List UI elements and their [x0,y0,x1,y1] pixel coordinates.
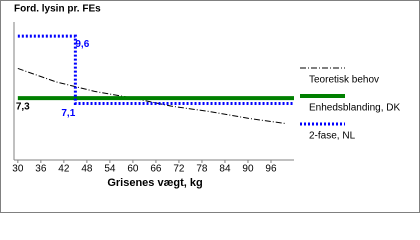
series-line [17,34,294,105]
chart: Ford. lysin pr. FEs Grisenes vægt, kg 30… [0,0,420,213]
x-tick-label: 60 [127,164,139,175]
x-tick-label: 42 [58,164,70,175]
chart-title: Ford. lysin pr. FEs [14,4,101,15]
x-tick-label: 72 [173,164,185,175]
legend-label: 2-fase, NL [309,131,356,142]
data-label: 7,3 [16,102,30,113]
legend-label: Teoretisk behov [309,75,379,86]
series-line [17,67,287,125]
x-tick-label: 30 [12,164,24,175]
data-label: 9,6 [75,39,89,50]
legend-label: Enhedsblanding, DK [309,103,401,114]
x-tick-label: 96 [265,164,277,175]
x-axis-label: Grisenes vægt, kg [107,177,202,189]
data-label: 7,1 [61,108,75,119]
x-tick-label: 66 [150,164,162,175]
x-tick-label: 48 [81,164,93,175]
x-tick-label: 78 [196,164,208,175]
x-tick-label: 90 [242,164,254,175]
x-tick-label: 54 [104,164,116,175]
x-tick-label: 36 [35,164,47,175]
x-tick-label: 84 [219,164,231,175]
